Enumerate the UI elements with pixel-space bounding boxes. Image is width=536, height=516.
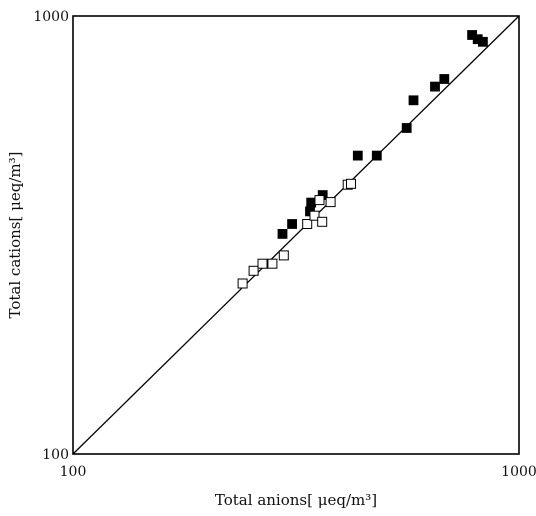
x-axis-ticks: 100 1000 — [60, 464, 536, 480]
open-square-point — [248, 265, 259, 276]
filled-square-point — [277, 228, 288, 239]
open-square-point — [325, 197, 336, 208]
x-axis-title: Total anions[ μeq/m³] — [215, 491, 377, 509]
filled-square-point — [287, 219, 298, 229]
open-square-point — [309, 210, 320, 221]
filled-square-point — [371, 150, 382, 161]
filled-square-point — [477, 36, 488, 47]
open-square-point — [278, 250, 289, 261]
filled-square-point — [408, 95, 419, 106]
open-square-point — [237, 278, 248, 289]
y-tick-label: 1000 — [33, 9, 69, 25]
x-tick-label: 1000 — [501, 464, 536, 480]
open-square-point — [267, 258, 278, 269]
x-tick-label: 100 — [60, 464, 87, 480]
open-square-point — [314, 195, 325, 206]
y-tick-label: 100 — [42, 447, 69, 463]
filled-square-point — [401, 123, 412, 133]
filled-square-point — [439, 74, 450, 84]
open-square-point — [257, 258, 268, 269]
one-to-one-reference-line — [72, 15, 520, 455]
filled-square-point — [352, 150, 363, 161]
y-axis-ticks: 100 1000 — [33, 9, 69, 463]
filled-square-point — [306, 197, 317, 208]
open-square-point — [346, 178, 356, 189]
open-square-point — [317, 216, 328, 227]
y-axis-title: Total cations[ μeq/m³] — [6, 152, 24, 319]
filled-square-point — [430, 81, 440, 92]
plot-frame — [72, 15, 520, 455]
data-markers — [237, 30, 488, 289]
open-square-point — [302, 219, 313, 229]
